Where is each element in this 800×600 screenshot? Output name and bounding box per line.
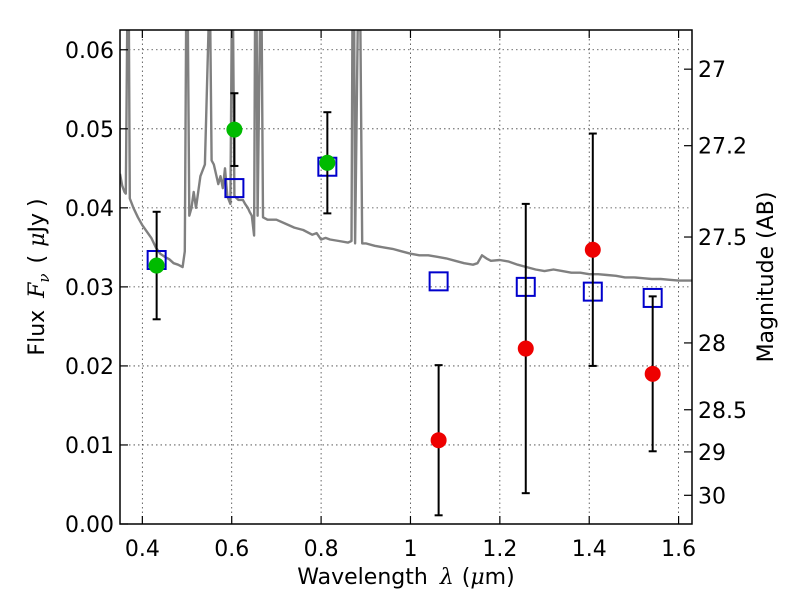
x-tick-label: 1.6 xyxy=(661,537,696,562)
optical-data-point xyxy=(319,154,336,171)
optical-data-point xyxy=(148,257,165,274)
nir-data-point xyxy=(430,432,447,449)
model-sed-line xyxy=(120,30,692,282)
nir-data-point xyxy=(517,340,534,357)
nir-data-point xyxy=(584,241,601,258)
axes-ticks: 0.4 0.6 0.8 1 1.2 1.4 1.6 0.00 0.01 0.02 0.03 0.04 0… xyxy=(65,30,747,562)
plot-frame xyxy=(119,29,693,525)
y-tick-label: 0.05 xyxy=(65,118,114,143)
y-tick-label: 0.01 xyxy=(65,434,114,459)
x-tick-label: 1.4 xyxy=(572,537,607,562)
mag-tick-label: 28.5 xyxy=(698,399,747,424)
y2-axis-label: Magnitude (AB) xyxy=(754,192,779,363)
mag-tick-label: 30 xyxy=(698,484,726,509)
x-axis-label: Wavelength λ (μm) xyxy=(297,565,514,590)
mag-tick-label: 27.5 xyxy=(698,226,747,251)
y-axis-label: FluxFν(μJy) xyxy=(25,198,53,355)
model-photometry-square xyxy=(428,271,449,292)
mag-tick-label: 29 xyxy=(698,441,726,466)
y-tick-label: 0.00 xyxy=(65,513,114,538)
y-tick-label: 0.04 xyxy=(65,197,114,222)
model-photometry-square xyxy=(224,178,245,199)
plot-area xyxy=(120,30,692,517)
mag-tick-label: 28 xyxy=(698,332,726,357)
optical-data-point xyxy=(226,121,243,138)
x-tick-label: 1.2 xyxy=(482,537,517,562)
x-tick-label: 0.4 xyxy=(125,537,160,562)
mag-tick-label: 27.2 xyxy=(698,135,747,160)
x-tick-label: 0.6 xyxy=(214,537,249,562)
y-tick-label: 0.02 xyxy=(65,355,114,380)
y-tick-label: 0.03 xyxy=(65,276,114,301)
mag-tick-label: 27 xyxy=(698,58,726,83)
x-tick-label: 0.8 xyxy=(304,537,339,562)
y-tick-label: 0.06 xyxy=(65,39,114,64)
x-tick-label: 1 xyxy=(403,537,417,562)
nir-data-point xyxy=(644,365,661,382)
